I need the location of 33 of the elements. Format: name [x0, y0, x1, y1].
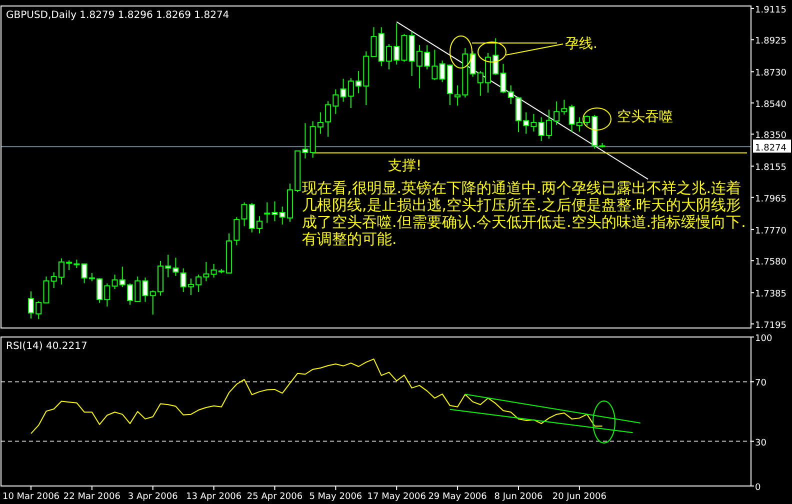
annotation: 孕线. — [565, 36, 598, 52]
y-tick-label: 1.7580 — [755, 258, 787, 268]
y-tick-label: 1.7195 — [755, 320, 786, 331]
ref-line-label: 1.8274 — [755, 144, 787, 154]
annotation: 现在看,很明显.英镑在下降的通道中.两个孕线已露出不祥之兆.连着几根阴线,是止损出逃,空头打压所至.之后便是盘整.昨天的大阴线形成了空头吞噬.但需要确认.今天低开低走.空头的味道.指标缓慢向下.有调整的可能. — [302, 179, 746, 248]
y-tick-label: 1.8540 — [755, 100, 787, 110]
x-tick-label: 5 May 2006 — [309, 492, 362, 502]
y-tick-label: 1.7965 — [755, 194, 786, 204]
y-tick-label: 30 — [755, 438, 767, 448]
y-tick-label: 1.7385 — [755, 290, 786, 300]
chart-title: GBPUSD,Daily 1.8279 1.8296 1.8269 1.8274 — [6, 10, 230, 21]
x-tick-label: 8 Jun 2006 — [494, 492, 543, 502]
x-tick-label: 3 Apr 2006 — [128, 492, 178, 502]
y-tick-label: 1.8925 — [755, 36, 786, 47]
line-series — [30, 358, 603, 434]
annotation: 支撑! — [388, 158, 422, 174]
x-tick-label: 13 Apr 2006 — [186, 492, 242, 502]
x-tick-label: 10 Mar 2006 — [2, 492, 60, 502]
y-tick-label: 70 — [755, 378, 767, 389]
y-tick-label: 1.7770 — [755, 226, 787, 236]
x-tick-label: 29 May 2006 — [428, 492, 488, 502]
y-tick-label: 0 — [755, 483, 761, 493]
y-tick-label: 1.8730 — [755, 68, 787, 79]
y-tick-label: 1.8155 — [755, 163, 786, 174]
y-tick-label: 100 — [755, 334, 772, 344]
y-tick-label: 1.9115 — [755, 5, 786, 16]
annotation: 空头吞噬 — [617, 109, 673, 125]
x-tick-label: 20 Jun 2006 — [552, 492, 607, 502]
y-tick-label: 1.8350 — [755, 131, 787, 142]
x-tick-label: 17 May 2006 — [367, 492, 426, 502]
x-tick-label: 25 Apr 2006 — [246, 492, 303, 502]
chart-title: RSI(14) 40.2217 — [6, 341, 88, 352]
x-tick-label: 22 Mar 2006 — [63, 492, 121, 502]
